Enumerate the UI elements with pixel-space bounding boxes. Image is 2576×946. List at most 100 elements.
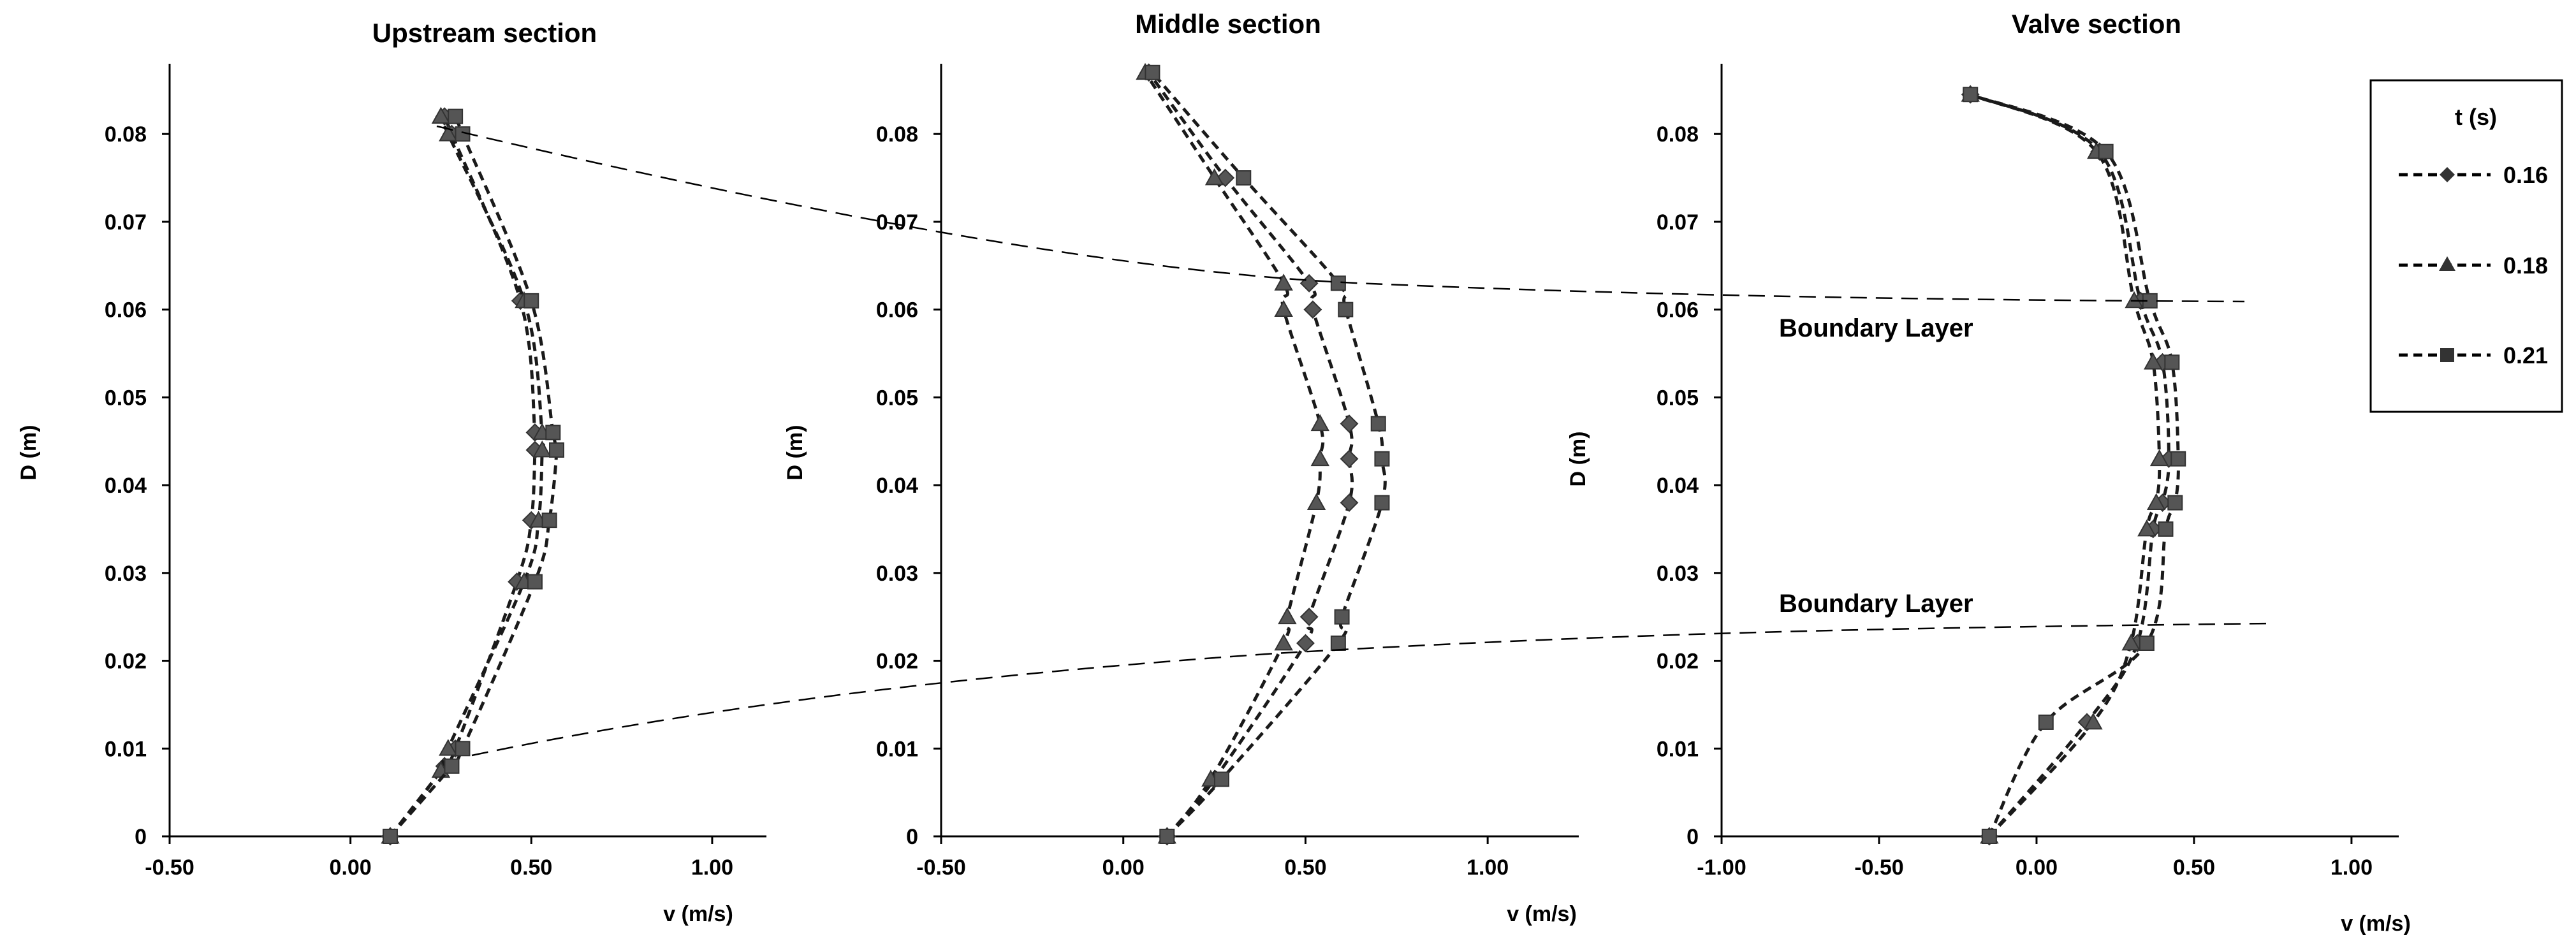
data-point-square (541, 513, 557, 528)
y-tick-label: 0.07 (876, 210, 918, 235)
legend-title: t (s) (2455, 104, 2497, 130)
x-tick-label: 0.00 (330, 855, 372, 880)
upstream-section-panel: Upstream section v (m/s) D (m) 0 0.01 0.02… (17, 18, 766, 926)
data-point-triangle (2144, 353, 2163, 370)
middle-section-panel: Middle section v (m/s) D (m) 0 0.01 0.02 0.… (783, 9, 1579, 926)
data-point-square (1236, 170, 1252, 186)
y-tick-label: 0.01 (876, 737, 918, 761)
x-axis-label-middle: v (m/s) (1507, 902, 1577, 926)
data-point-square (2167, 495, 2183, 511)
x-tick-label: 1.00 (691, 855, 733, 880)
x-tick-label: -0.50 (1854, 855, 1904, 880)
data-point-triangle (1310, 449, 1329, 467)
x-tick-label: 0.50 (510, 855, 552, 880)
series-line-0.21 (1970, 92, 2180, 838)
data-point-triangle (1274, 633, 1293, 651)
data-point-diamond (1303, 300, 1322, 319)
panel-title-upstream: Upstream section (372, 18, 597, 48)
data-point-square (548, 442, 564, 458)
y-tick-label: 0.02 (105, 650, 147, 674)
y-tick-label: 0.03 (876, 562, 918, 586)
data-point-triangle (2084, 712, 2103, 730)
data-point-square (444, 758, 460, 774)
legend-label-0: 0.16 (2503, 162, 2548, 188)
x-tick-label: 1.00 (2331, 855, 2373, 880)
legend-label-1: 0.18 (2503, 252, 2548, 279)
data-point-square (448, 108, 464, 124)
x-tick-label: 0.50 (2173, 855, 2215, 880)
y-tick-label: 0.06 (105, 298, 147, 323)
data-point-square (1159, 829, 1175, 844)
data-point-triangle (439, 739, 458, 756)
data-point-diamond (1340, 493, 1359, 513)
y-tick-label: 0 (906, 825, 918, 849)
data-point-square (1963, 87, 1979, 103)
data-point-triangle (1274, 273, 1293, 291)
data-point-diamond (1299, 608, 1319, 627)
y-axis-label-valve: D (m) (1566, 432, 1590, 487)
valve-section-panel: Valve section v (m/s) D (m) Boundary Lay… (1566, 9, 2411, 936)
x-tick-label: 0.50 (1284, 855, 1326, 880)
y-tick-label: 0.05 (876, 386, 918, 410)
legend: t (s) 0.16 0.18 0.21 (2369, 79, 2563, 413)
panel-title-valve: Valve section (2012, 9, 2181, 39)
y-tick-label: 0.02 (876, 650, 918, 674)
data-point-square (1374, 495, 1390, 511)
data-point-square (383, 829, 399, 844)
legend-entry-2: 0.21 (2399, 342, 2548, 368)
data-point-square (1145, 64, 1160, 80)
y-tick-label: 0.05 (1657, 386, 1699, 410)
data-point-triangle (1274, 300, 1293, 317)
data-point-square (1334, 609, 1350, 625)
legend-label-2: 0.21 (2503, 342, 2548, 368)
y-tick-label: 0.03 (105, 562, 147, 586)
y-axis-label-upstream: D (m) (17, 425, 41, 481)
data-point-square (2158, 521, 2174, 537)
x-axis-label-upstream: v (m/s) (663, 902, 733, 926)
data-point-triangle (532, 440, 552, 458)
data-point-square (2038, 714, 2054, 730)
data-point-square (1374, 451, 1390, 467)
x-tick-label: -1.00 (1697, 855, 1746, 880)
data-point-triangle (2149, 449, 2169, 467)
data-point-diamond (1340, 414, 1359, 433)
y-tick-label: 0.08 (105, 122, 147, 147)
x-axis-label-valve: v (m/s) (2341, 912, 2411, 936)
data-point-square (2170, 451, 2186, 467)
legend-triangle-marker (2439, 256, 2455, 271)
data-point-triangle (431, 106, 451, 124)
y-tick-label: 0.07 (1657, 210, 1699, 235)
boundary-layer-label-lower: Boundary Layer (1779, 590, 1973, 618)
y-tick-label: 0.04 (876, 474, 918, 498)
legend-square-marker (2440, 348, 2454, 362)
series-line-0.16 (1970, 92, 2170, 838)
data-point-square (2164, 354, 2180, 370)
y-tick-label: 0.03 (1657, 562, 1699, 586)
data-point-square (545, 425, 561, 440)
data-point-triangle (1306, 493, 1326, 511)
boundary-layer-label-upper: Boundary Layer (1779, 314, 1973, 342)
y-tick-label: 0.08 (1657, 122, 1699, 147)
y-tick-label: 0 (135, 825, 147, 849)
data-point-triangle (1310, 414, 1329, 432)
data-point-square (1330, 636, 1346, 651)
data-point-square (1338, 302, 1354, 317)
x-tick-label: -0.50 (145, 855, 194, 880)
panel-title-middle: Middle section (1135, 9, 1321, 39)
x-tick-label: 0.00 (2016, 855, 2058, 880)
x-tick-label: 0.00 (1102, 855, 1145, 880)
data-point-diamond (1296, 634, 1315, 653)
data-point-triangle (1204, 168, 1224, 186)
y-axis-label-middle: D (m) (783, 425, 807, 481)
data-point-diamond (1216, 168, 1235, 187)
data-point-triangle (2121, 633, 2141, 651)
x-tick-label: -0.50 (916, 855, 966, 880)
data-point-square (455, 741, 471, 757)
y-tick-label: 0.08 (876, 122, 918, 147)
y-tick-label: 0.01 (1657, 737, 1699, 761)
y-tick-label: 0.06 (1657, 298, 1699, 323)
data-point-square (527, 574, 543, 590)
data-point-square (2098, 143, 2114, 159)
